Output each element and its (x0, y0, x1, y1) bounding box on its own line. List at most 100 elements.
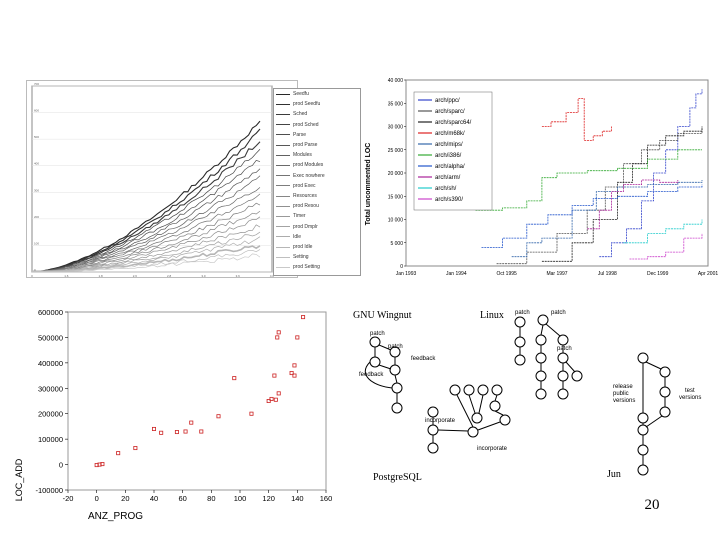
chart1-legend-label: Parse (293, 131, 307, 138)
node (535, 370, 547, 382)
label-patch: patch (515, 310, 530, 316)
node (427, 424, 439, 436)
chart3-point (273, 397, 278, 402)
chart3-point (199, 429, 204, 434)
chart3-point (276, 391, 281, 396)
node (557, 334, 569, 346)
chart2-series-line (481, 184, 703, 248)
chart1-legend-label: prod Exec (293, 182, 316, 189)
chart1-xtick: 4.0 (270, 274, 275, 278)
chart3-ytick: -100000 (35, 486, 63, 495)
chart1-legend-item: prod Idle (276, 244, 312, 250)
chart2-legend-label: arch/mips/ (435, 142, 463, 148)
label-feedback: feedback (359, 372, 384, 378)
node (499, 414, 511, 426)
chart1-xtick: 1.8 (98, 274, 103, 278)
node (369, 336, 381, 348)
chart3-point (159, 430, 164, 435)
chart1-legend-item: Exec nowhere (276, 173, 325, 179)
chart1-series-line (32, 128, 261, 272)
diagram-title-jun: Jun (607, 469, 621, 480)
chart2-legend-label: arch/sparc64/ (435, 120, 472, 126)
chart1-legend: Seedfu prod Seedfu Sched prod Sched Parse pro… (273, 88, 361, 276)
chart3-xtick: 20 (121, 494, 129, 503)
chart3-point (116, 451, 121, 456)
chart1-legend-item: prod Dmplr (276, 224, 318, 230)
chart3-xtick: 60 (178, 494, 186, 503)
chart1-legend-label: Modules (293, 152, 312, 159)
chart3-ytick: 200000 (38, 410, 63, 419)
chart2-ylabel: Total uncommented LOC (365, 143, 372, 226)
node (659, 366, 671, 378)
chart2-xtick: Jan 1994 (446, 271, 467, 277)
chart1-ytick: 400 (34, 162, 39, 166)
chart1-xtick: 2.8 (167, 274, 172, 278)
chart1-ytick: 700 (34, 82, 39, 86)
chart3-ytick: 400000 (38, 359, 63, 368)
chart2-ytick: 5 000 (390, 241, 403, 247)
chart1-legend-swatch (276, 256, 290, 258)
chart1-legend-swatch (276, 246, 290, 248)
chart3-point (295, 335, 300, 340)
chart2-xtick: Jul 1998 (598, 271, 617, 277)
chart3-xlabel: ANZ_PROG (88, 511, 143, 522)
chart1-legend-label: Idle (293, 233, 302, 240)
label-feedback: feedback (411, 356, 436, 362)
diagram-title-postgres: PostgreSQL (373, 472, 422, 483)
node (637, 464, 649, 476)
chart1-series-line (32, 253, 261, 272)
chart3-ytick: 500000 (38, 333, 63, 342)
node (391, 402, 403, 414)
chart1-series-line (32, 148, 261, 272)
chart1-legend-item: prod Exec (276, 183, 316, 189)
chart3-xtick: 40 (150, 494, 158, 503)
chart1-legend-swatch (276, 195, 290, 197)
node (514, 336, 526, 348)
node (637, 352, 649, 364)
chart1-legend-item: prod Modules (276, 162, 323, 168)
chart2-ytick: 10 000 (388, 218, 404, 224)
chart1-legend-label: prod Parse (293, 142, 318, 148)
chart2-ytick: 20 000 (388, 171, 404, 177)
chart1-legend-swatch (276, 134, 290, 136)
chart2-legend-label: arch/sh/ (435, 186, 457, 192)
chart3-point (189, 420, 194, 425)
chart1-legend-swatch (276, 154, 290, 156)
chart2-legend-label: arch/s390/ (435, 197, 463, 203)
chart1-legend-swatch (276, 185, 290, 187)
chart2-legend-label: arch/sparc/ (435, 109, 465, 115)
chart1-legend-swatch (276, 215, 290, 217)
chart2-legend-label: arch/arm/ (435, 175, 461, 181)
chart3-xtick: 160 (320, 494, 333, 503)
chart1-ytick: 600 (34, 109, 39, 113)
chart3-xtick: -20 (63, 494, 74, 503)
chart1-xtick: 3.6 (236, 274, 241, 278)
chart1-legend-label: prod Resou (293, 203, 319, 210)
chart1-legend-swatch (276, 175, 290, 177)
chart3-point (100, 462, 105, 467)
node (659, 386, 671, 398)
chart1-legend-swatch (276, 144, 290, 146)
node (637, 412, 649, 424)
chart3-xtick: 140 (291, 494, 304, 503)
node (514, 316, 526, 328)
node (467, 426, 479, 438)
node (535, 352, 547, 364)
chart1-legend-item: prod Sched (276, 122, 319, 128)
chart3-point (133, 446, 138, 451)
page-number: 20 (644, 497, 660, 513)
chart2-ytick: 35 000 (388, 101, 404, 107)
node (477, 384, 489, 396)
chart1-legend-swatch (276, 266, 290, 268)
chart3-point (276, 330, 281, 335)
chart1-legend-label: prod Idle (293, 244, 313, 250)
chart1-series-line (32, 120, 261, 272)
process-diagrams: GNU Wingnut Linux PostgreSQL Jun patch p… (353, 310, 701, 483)
chart3-point (151, 426, 156, 431)
chart1-legend-item: Parse (276, 132, 306, 138)
chart2-ytick: 25 000 (388, 148, 404, 154)
label-patch: patch (370, 331, 385, 337)
chart3-ylabel: LOC_ADD (14, 458, 24, 501)
chart1-ytick: 100 (34, 241, 39, 245)
chart3-point (289, 371, 294, 376)
